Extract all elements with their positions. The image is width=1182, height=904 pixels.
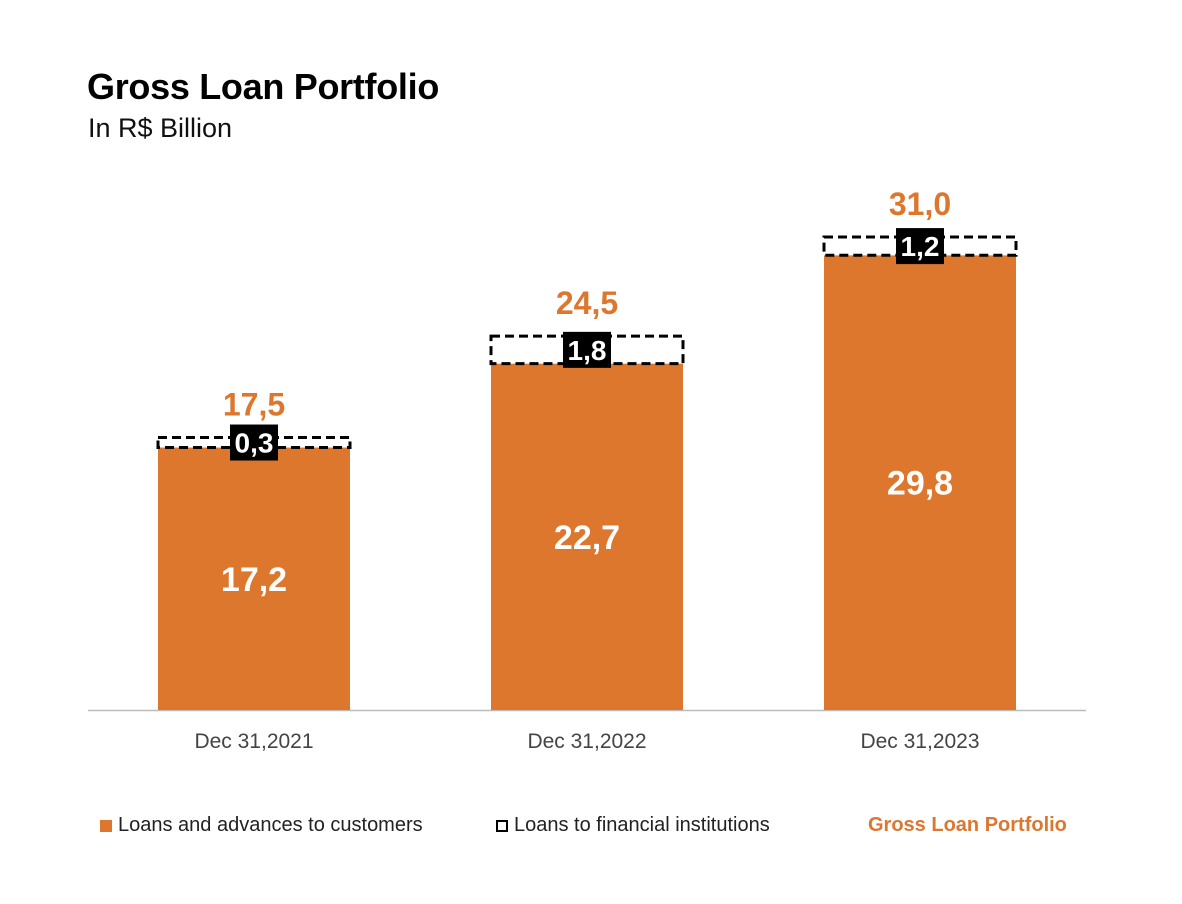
data-label-customers-2: 22,7 <box>554 519 620 557</box>
data-label-badge-financial-2 <box>563 331 611 368</box>
data-label-total-2: 24,5 <box>556 285 618 321</box>
x-tick-label-2: Dec 31,2022 <box>527 730 646 753</box>
data-label-total-3: 31,0 <box>889 186 951 222</box>
bar-customers-2 <box>491 363 683 710</box>
legend-swatch-financial <box>496 819 508 832</box>
data-label-customers-3: 29,8 <box>887 465 953 503</box>
bar-customers-1 <box>158 447 350 710</box>
chart-title: Gross Loan Portfolio <box>87 66 440 107</box>
bar-customers-3 <box>824 255 1016 710</box>
legend-label-total: Gross Loan Portfolio <box>868 814 1067 836</box>
chart-subtitle: In R$ Billion <box>88 113 233 143</box>
data-label-financial-3: 1,2 <box>901 231 940 262</box>
bar-chart: 17,2 0,3 17,5 Dec 31,2021 22,7 1,8 24,5 Dec 31,… <box>88 186 1086 753</box>
x-tick-label-1: Dec 31,2021 <box>194 730 313 753</box>
data-label-financial-1: 0,3 <box>235 428 274 459</box>
legend-swatch-customers <box>100 819 112 832</box>
legend-label-financial: Loans to financial institutions <box>514 814 770 836</box>
legend-item-financial: Loans to financial institutions <box>496 814 770 837</box>
data-label-badge-financial-1 <box>230 424 278 461</box>
legend-item-total: Gross Loan Portfolio <box>868 814 1067 837</box>
legend-label-customers: Loans and advances to customers <box>118 814 423 836</box>
data-label-financial-2: 1,8 <box>568 335 607 366</box>
data-label-badge-financial-3 <box>896 228 944 265</box>
legend-item-customers: Loans and advances to customers <box>100 814 423 837</box>
x-tick-label-3: Dec 31,2023 <box>860 730 979 753</box>
data-label-customers-1: 17,2 <box>221 561 287 599</box>
data-label-total-1: 17,5 <box>223 387 285 423</box>
